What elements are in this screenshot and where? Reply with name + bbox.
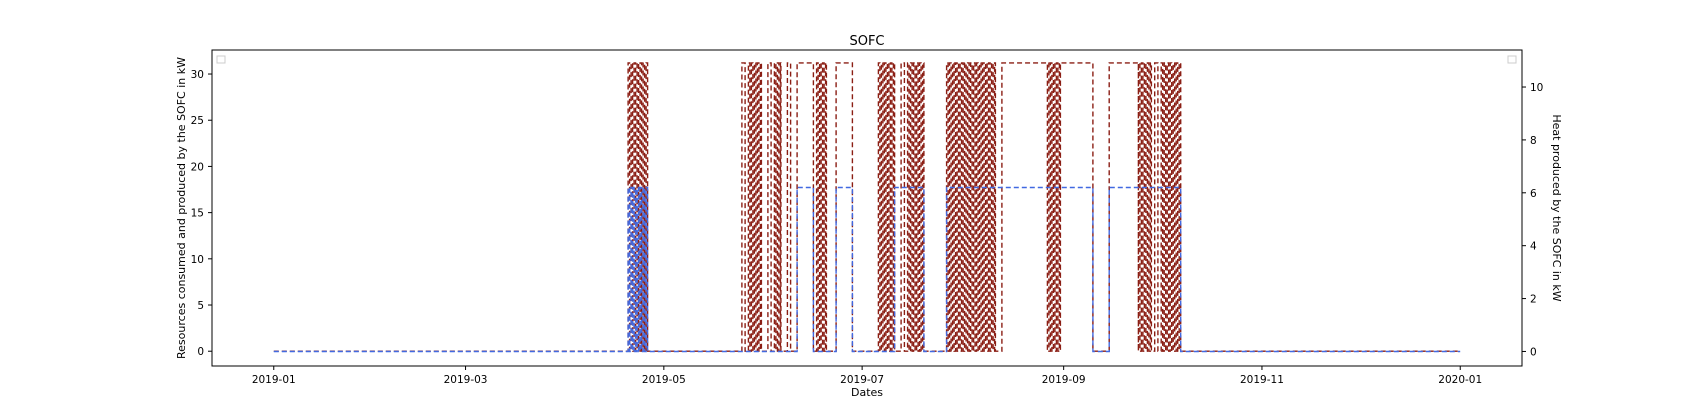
y2-axis-ticks: 0 2 4 6 8 10 xyxy=(1522,82,1543,358)
legend-right-empty[interactable] xyxy=(1507,55,1517,64)
y-tick-label: 10 xyxy=(191,254,204,266)
series-line-0 xyxy=(273,62,1461,352)
legend-left-empty[interactable] xyxy=(216,55,226,64)
chart-title: SOFC xyxy=(849,34,884,49)
y2-tick-label: 6 xyxy=(1530,188,1537,200)
x-tick-label: 2019-07 xyxy=(840,374,884,386)
y2-tick-label: 0 xyxy=(1530,346,1537,358)
x-axis-label: Dates xyxy=(851,386,883,399)
y2-axis-label: Heat produced by the SOFC in kW xyxy=(1550,114,1563,301)
x-axis-ticks: 2019-01 2019-03 2019-05 2019-07 2019-09 2019-… xyxy=(252,366,1482,386)
x-tick-label: 2019-03 xyxy=(444,374,488,386)
y-tick-label: 20 xyxy=(191,161,204,173)
y2-tick-label: 10 xyxy=(1530,82,1543,94)
y2-tick-label: 4 xyxy=(1530,241,1537,253)
series-layer xyxy=(273,62,1461,353)
series-line-1 xyxy=(273,186,1461,353)
y-axis-ticks: 0 5 10 15 20 25 30 xyxy=(191,69,212,358)
y2-tick-label: 2 xyxy=(1530,294,1537,306)
y-tick-label: 5 xyxy=(197,300,204,312)
y-axis-label: Resources consumed and produced by the S… xyxy=(175,57,188,359)
x-tick-label: 2019-01 xyxy=(252,374,296,386)
y-tick-label: 30 xyxy=(191,69,204,81)
y2-tick-label: 8 xyxy=(1530,135,1537,147)
y-tick-label: 15 xyxy=(191,208,204,220)
y-tick-label: 25 xyxy=(191,115,204,127)
x-tick-label: 2019-05 xyxy=(642,374,686,386)
x-tick-label: 2019-11 xyxy=(1240,374,1284,386)
plot-area xyxy=(273,62,1461,353)
y-tick-label: 0 xyxy=(197,346,204,358)
x-tick-label: 2019-09 xyxy=(1042,374,1086,386)
x-tick-label: 2020-01 xyxy=(1438,374,1482,386)
plot-frame xyxy=(211,49,1523,367)
